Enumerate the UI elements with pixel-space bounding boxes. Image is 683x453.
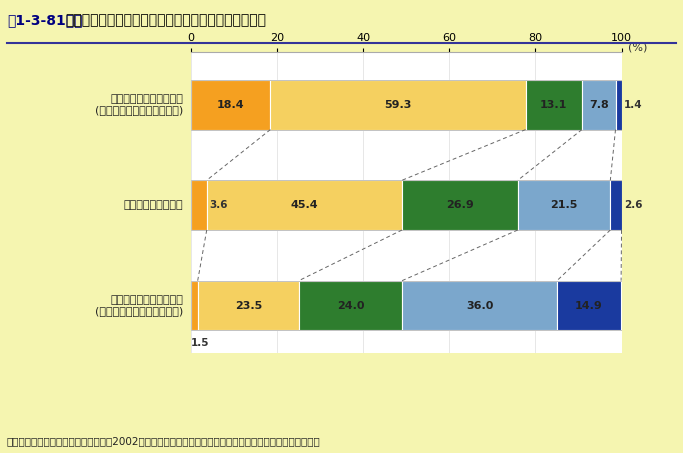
Bar [207, 180, 402, 230]
Bar [402, 180, 518, 230]
Text: 7.8: 7.8 [589, 100, 609, 110]
Text: 1.4: 1.4 [624, 100, 642, 110]
Text: 14.9: 14.9 [575, 300, 603, 310]
Text: 1.5: 1.5 [191, 338, 210, 348]
Bar [518, 180, 611, 230]
Text: 59.3: 59.3 [385, 100, 412, 110]
Text: 45.4: 45.4 [290, 200, 318, 210]
Text: 23.5: 23.5 [235, 300, 262, 310]
Bar [526, 80, 582, 130]
Text: 3.6: 3.6 [209, 200, 227, 210]
Text: 科学技術情報への関心と子どもの頃の理科の好き嫌い: 科学技術情報への関心と子どもの頃の理科の好き嫌い [65, 14, 266, 28]
Bar [191, 180, 207, 230]
Text: 24.0: 24.0 [337, 300, 364, 310]
Text: 18.4: 18.4 [217, 100, 245, 110]
Bar [191, 281, 197, 330]
Text: 第1-3-81図: 第1-3-81図 [7, 14, 83, 28]
Text: 2.6: 2.6 [624, 200, 642, 210]
Bar [402, 281, 557, 330]
Text: 21.5: 21.5 [550, 200, 578, 210]
Bar [611, 180, 622, 230]
Bar [270, 80, 526, 130]
Text: 36.0: 36.0 [466, 300, 493, 310]
Text: 資料：日本放送協会放送文化研究所「2002年１月科学技術・生命倫理に関する世論調査」のデータによる。: 資料：日本放送協会放送文化研究所「2002年１月科学技術・生命倫理に関する世論調… [7, 436, 320, 446]
Bar [191, 180, 622, 230]
Bar [197, 281, 299, 330]
Bar [299, 281, 402, 330]
Bar [557, 281, 621, 330]
Text: (%): (%) [628, 42, 647, 52]
Text: 13.1: 13.1 [540, 100, 568, 110]
Bar [615, 80, 622, 130]
Bar [582, 80, 615, 130]
Bar [191, 80, 622, 130]
Bar [191, 80, 270, 130]
Text: 26.9: 26.9 [446, 200, 474, 210]
Bar [191, 281, 622, 330]
